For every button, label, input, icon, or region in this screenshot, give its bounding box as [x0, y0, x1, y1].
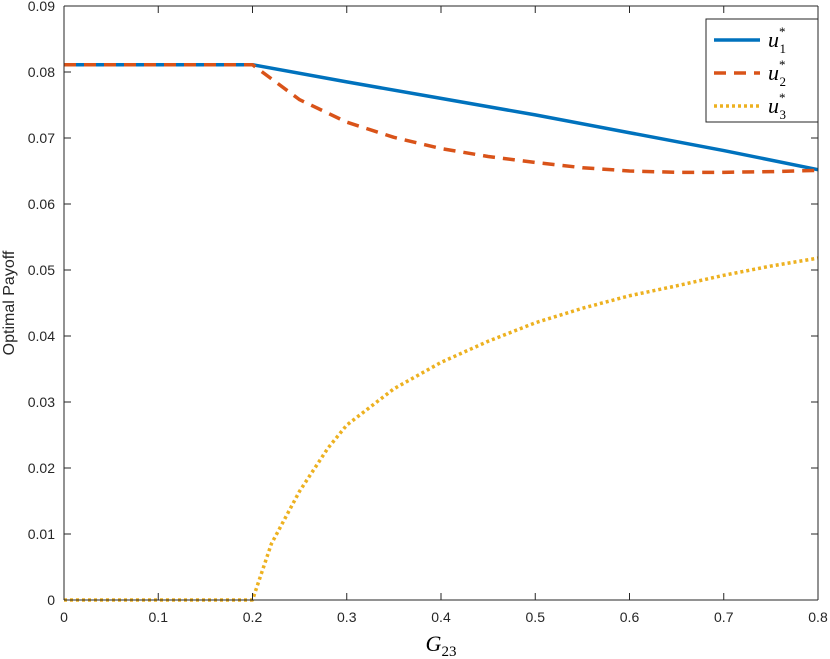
- y-tick-label: 0.01: [28, 526, 55, 542]
- x-axis-label-main: G: [426, 631, 442, 656]
- x-tick-label: 0.1: [149, 609, 169, 625]
- legend-label-sup: *: [779, 24, 786, 39]
- plot-area: [64, 6, 818, 600]
- legend-label-u3: u* 3: [768, 90, 786, 122]
- series-line-u1: [64, 62, 819, 172]
- y-tick-label: 0.02: [28, 460, 55, 476]
- x-tick-label: 0.7: [714, 609, 734, 625]
- x-tick-label: 0.4: [431, 609, 451, 625]
- legend-label-sub: 3: [780, 107, 787, 122]
- legend-box: [705, 18, 819, 123]
- x-tick-label: 0.5: [526, 609, 546, 625]
- legend-label-main: u: [768, 27, 779, 52]
- y-axis-label: Optimal Payoff: [1, 250, 18, 355]
- legend-label-sup: *: [779, 57, 786, 72]
- y-tick-label: 0.05: [28, 262, 55, 278]
- legend-label-sup: *: [779, 90, 786, 105]
- y-tick-label: 0.09: [28, 0, 55, 14]
- x-tick-label: 0: [60, 609, 68, 625]
- legend-label-u1: u* 1: [768, 24, 786, 56]
- y-tick-label: 0.03: [28, 394, 55, 410]
- legend-label-sub: 2: [780, 74, 787, 89]
- legend: u* 1u* 2u* 3: [705, 18, 819, 123]
- series-layer: [64, 62, 819, 602]
- legend-label-u2: u* 2: [768, 57, 786, 89]
- x-tick-label: 0.8: [808, 609, 828, 625]
- x-tick-label: 0.6: [620, 609, 640, 625]
- x-axis-label: G23: [426, 631, 457, 659]
- y-tick-label: 0.04: [28, 328, 55, 344]
- legend-label-main: u: [768, 93, 779, 118]
- y-tick-label: 0: [47, 592, 55, 608]
- legend-label-sub: 1: [780, 41, 787, 56]
- x-tick-label: 0.2: [243, 609, 263, 625]
- series-line-u2: [64, 62, 819, 175]
- legend-label-main: u: [768, 60, 779, 85]
- x-tick-label: 0.3: [337, 609, 357, 625]
- y-tick-label: 0.08: [28, 64, 55, 80]
- y-tick-label: 0.07: [28, 130, 55, 146]
- series-line-u3: [64, 256, 819, 602]
- x-axis-label-sub: 23: [441, 644, 456, 659]
- ticks-layer: 0 0.1 0.2 0.3 0.4 0.5 0.6 0.7 0.8 0 0.01 0.02 0.03 0.…: [28, 0, 828, 625]
- y-tick-label: 0.06: [28, 196, 55, 212]
